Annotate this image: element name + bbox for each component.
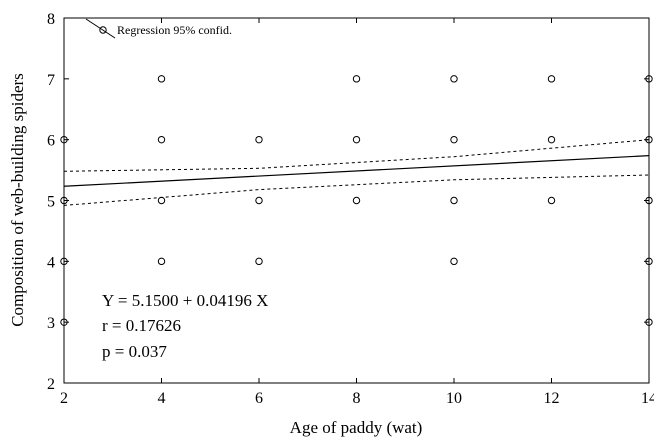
- x-tick-label: 2: [60, 390, 68, 407]
- x-tick-label: 8: [353, 390, 361, 407]
- data-point: [645, 257, 653, 266]
- data-point: [60, 318, 68, 326]
- confidence-band: [63, 139, 650, 206]
- legend-label: Regression 95% confid.: [117, 23, 232, 37]
- data-point: [450, 196, 458, 205]
- data-point: [60, 196, 68, 205]
- p-value: p = 0.037: [102, 342, 167, 361]
- data-point: [352, 196, 361, 205]
- data-points: [60, 75, 653, 326]
- data-point: [157, 257, 166, 266]
- data-point: [450, 75, 458, 83]
- data-point: [547, 75, 556, 83]
- x-tick-label: 12: [544, 390, 560, 407]
- data-point: [645, 196, 653, 205]
- data-point: [157, 75, 166, 83]
- data-point: [255, 257, 263, 266]
- x-tick-label: 6: [255, 390, 263, 407]
- data-point: [645, 135, 653, 144]
- y-tick-label: 3: [47, 315, 55, 332]
- y-tick-label: 7: [47, 72, 55, 89]
- y-axis-title: Composition of web-building spiders: [8, 73, 27, 327]
- data-point: [255, 135, 263, 144]
- y-tick-label: 2: [47, 376, 55, 393]
- data-point: [450, 135, 458, 144]
- data-point: [60, 257, 68, 266]
- regression-line: [63, 155, 650, 187]
- axis-ticks: 2 4 6 8 10 12 14 2 3 4 5 6 7 8: [47, 11, 654, 407]
- x-tick-label: 10: [446, 390, 462, 407]
- data-point: [352, 135, 361, 144]
- correlation-coefficient: r = 0.17626: [102, 316, 181, 335]
- data-point: [352, 75, 361, 83]
- data-point: [547, 196, 556, 205]
- x-tick-label: 4: [158, 390, 166, 407]
- data-point: [157, 196, 166, 205]
- data-point: [60, 135, 68, 144]
- statistics-annotation: Y = 5.1500 + 0.04196 X r = 0.17626 p = 0…: [102, 291, 268, 361]
- data-point: [255, 196, 263, 205]
- legend-marker-symbol: [99, 26, 107, 34]
- upper-confidence-line: [63, 139, 650, 172]
- y-tick-label: 5: [47, 194, 55, 211]
- y-tick-label: 6: [47, 133, 55, 150]
- x-tick-label: 14: [641, 390, 654, 407]
- lower-confidence-line: [63, 174, 650, 206]
- legend: Regression 95% confid.: [85, 18, 232, 39]
- regression-equation: Y = 5.1500 + 0.04196 X: [102, 291, 268, 310]
- y-tick-label: 4: [47, 254, 55, 271]
- data-point: [157, 135, 166, 144]
- y-tick-label: 8: [47, 11, 55, 28]
- data-point: [645, 75, 653, 83]
- x-axis-title: Age of paddy (wat): [290, 418, 423, 437]
- data-point: [645, 318, 653, 326]
- data-point: [450, 257, 458, 266]
- data-point: [547, 135, 556, 144]
